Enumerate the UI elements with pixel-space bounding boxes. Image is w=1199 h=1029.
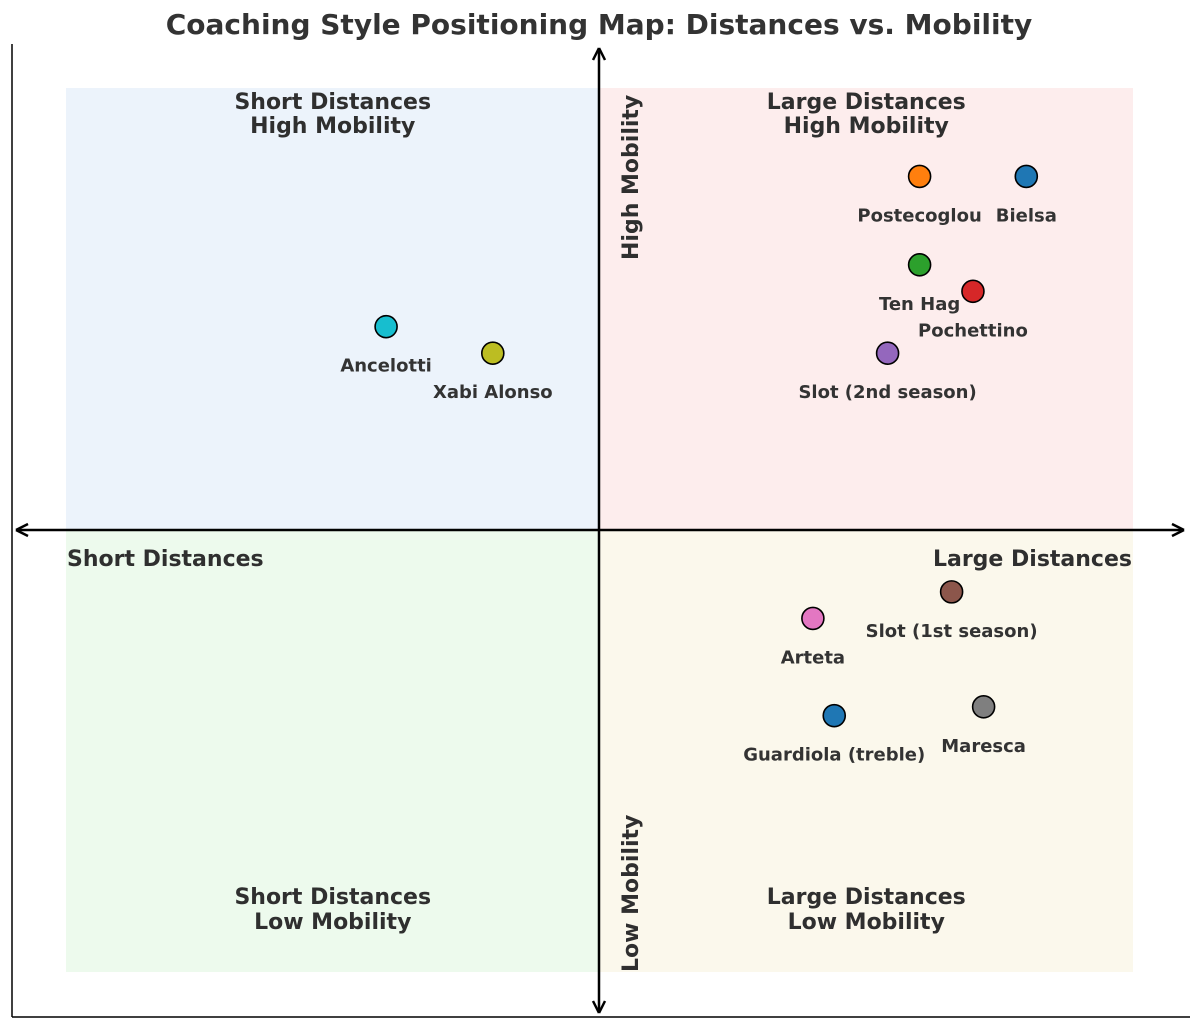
point-guardiola-treble xyxy=(822,703,847,728)
quadrant-bl-label-line2: Low Mobility xyxy=(254,910,411,935)
point-xabi-alonso xyxy=(480,341,505,366)
quadrant-tl-background xyxy=(66,88,600,530)
x-axis-negative-label: Short Distances xyxy=(67,547,264,572)
point-label-slot-1st-season: Slot (1st season) xyxy=(866,621,1038,642)
quadrant-bl-background xyxy=(66,530,600,972)
chart-title: Coaching Style Positioning Map: Distance… xyxy=(166,8,1033,41)
point-label-slot-2nd-season: Slot (2nd season) xyxy=(798,382,976,403)
point-label-ancelotti: Ancelotti xyxy=(340,356,432,377)
point-label-guardiola-treble: Guardiola (treble) xyxy=(743,745,925,766)
point-slot-1st-season xyxy=(939,580,964,604)
plot-frame xyxy=(11,44,1190,1018)
data-points: Bielsa Postecoglou Ten Hag Pochettino Slot (… xyxy=(340,164,1057,766)
point-ten-hag xyxy=(907,252,932,277)
y-axis-negative-label: Low Mobility xyxy=(619,815,644,972)
x-axis-right-arrow xyxy=(1171,522,1185,538)
point-label-postecoglou: Postecoglou xyxy=(857,205,981,226)
quadrant-br-label-line2: Low Mobility xyxy=(788,910,945,935)
point-label-maresca: Maresca xyxy=(941,736,1026,757)
point-label-arteta: Arteta xyxy=(781,647,845,668)
point-label-ten-hag: Ten Hag xyxy=(879,294,960,315)
x-axis-left-arrow xyxy=(15,522,29,538)
quadrant-tr-label-line1: Large Distances xyxy=(767,90,966,115)
point-maresca xyxy=(971,694,996,719)
quadrant-tr-label-line2: High Mobility xyxy=(784,114,949,139)
y-axis-bottom-arrow xyxy=(591,1000,607,1014)
y-axis-positive-label: High Mobility xyxy=(619,95,644,260)
quadrant-br-background xyxy=(599,530,1133,972)
x-axis-positive-label: Large Distances xyxy=(933,547,1132,572)
point-label-pochettino: Pochettino xyxy=(918,320,1028,341)
center-axes xyxy=(15,47,1185,1014)
point-bielsa xyxy=(1014,164,1039,189)
point-label-xabi-alonso: Xabi Alonso xyxy=(433,382,553,403)
point-pochettino xyxy=(961,279,985,304)
quadrant-br-label-line1: Large Distances xyxy=(767,885,966,910)
point-postecoglou xyxy=(907,164,932,189)
quadrant-bl-label-line1: Short Distances xyxy=(234,885,431,910)
quadrant-tl-label-line2: High Mobility xyxy=(250,114,415,139)
point-ancelotti xyxy=(374,314,398,339)
point-arteta xyxy=(801,606,825,631)
y-axis-top-arrow xyxy=(591,47,607,61)
point-label-bielsa: Bielsa xyxy=(996,205,1057,226)
quadrant-tr-background xyxy=(599,88,1133,530)
point-slot-2nd-season xyxy=(875,341,900,366)
quadrant-tl-label-line1: Short Distances xyxy=(234,90,431,115)
